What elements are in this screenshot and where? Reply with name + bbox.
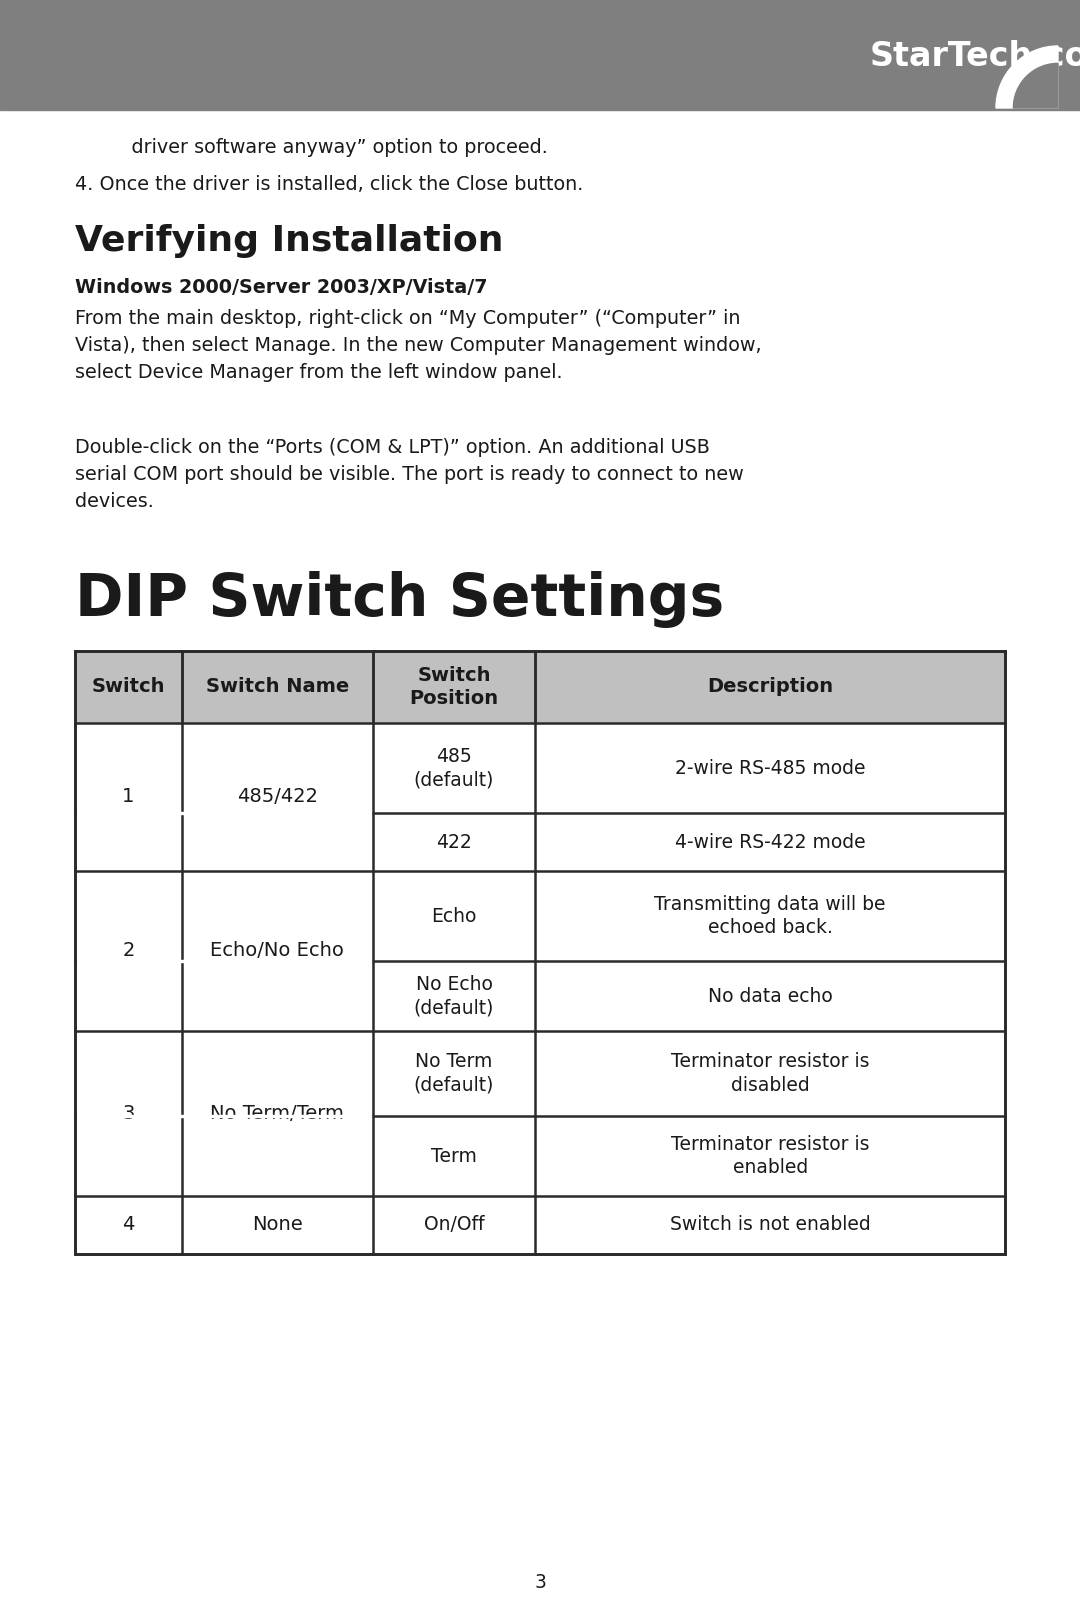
Text: No Term
(default): No Term (default) [414, 1053, 495, 1095]
Text: Terminator resistor is
enabled: Terminator resistor is enabled [671, 1134, 869, 1178]
Wedge shape [1013, 63, 1058, 109]
Text: 485
(default): 485 (default) [414, 747, 495, 789]
Text: Echo: Echo [431, 907, 476, 925]
Text: Windows 2000/Server 2003/XP/Vista/7: Windows 2000/Server 2003/XP/Vista/7 [75, 279, 487, 296]
Text: 1: 1 [122, 787, 135, 807]
Text: Double-click on the “Ports (COM & LPT)” option. An additional USB: Double-click on the “Ports (COM & LPT)” … [75, 437, 710, 457]
Text: 4. Once the driver is installed, click the Close button.: 4. Once the driver is installed, click t… [75, 175, 583, 194]
Wedge shape [996, 45, 1058, 109]
Text: driver software anyway” option to proceed.: driver software anyway” option to procee… [107, 138, 548, 157]
Text: 4-wire RS-422 mode: 4-wire RS-422 mode [675, 833, 865, 852]
Text: Switch is not enabled: Switch is not enabled [670, 1215, 870, 1234]
Bar [0, 0, 1080, 110]
Text: None: None [252, 1215, 302, 1234]
Text: Echo/No Echo: Echo/No Echo [211, 941, 345, 961]
Bar [75, 651, 1005, 723]
Text: 485/422: 485/422 [237, 787, 318, 807]
Text: Switch
Position: Switch Position [409, 666, 499, 708]
Text: Vista), then select Manage. In the new Computer Management window,: Vista), then select Manage. In the new C… [75, 335, 761, 355]
Text: On/Off: On/Off [423, 1215, 484, 1234]
Bar [77, 1115, 372, 1118]
Text: No Term/Term: No Term/Term [211, 1103, 345, 1123]
Text: DIP Switch Settings: DIP Switch Settings [75, 570, 725, 629]
Text: serial COM port should be visible. The port is ready to connect to new: serial COM port should be visible. The p… [75, 465, 744, 484]
Text: 3: 3 [535, 1573, 545, 1591]
Text: Transmitting data will be
echoed back.: Transmitting data will be echoed back. [654, 894, 886, 938]
Text: devices.: devices. [75, 492, 153, 510]
Text: select Device Manager from the left window panel.: select Device Manager from the left wind… [75, 363, 563, 382]
Text: From the main desktop, right-click on “My Computer” (“Computer” in: From the main desktop, right-click on “M… [75, 309, 741, 327]
Text: No data echo: No data echo [707, 987, 833, 1006]
Bar [77, 961, 372, 962]
Bar [75, 651, 1005, 1254]
Text: No Echo
(default): No Echo (default) [414, 975, 495, 1017]
Bar [77, 812, 372, 813]
Text: 2-wire RS-485 mode: 2-wire RS-485 mode [675, 758, 865, 778]
Text: Switch: Switch [92, 677, 165, 697]
Text: Terminator resistor is
disabled: Terminator resistor is disabled [671, 1053, 869, 1095]
Text: Description: Description [707, 677, 834, 697]
Text: 422: 422 [436, 833, 472, 852]
Text: StarTech.com: StarTech.com [870, 40, 1080, 73]
Text: Verifying Installation: Verifying Installation [75, 224, 503, 258]
Text: 4: 4 [122, 1215, 135, 1234]
Text: 2: 2 [122, 941, 135, 961]
Text: Term: Term [431, 1147, 477, 1165]
Text: Switch Name: Switch Name [205, 677, 349, 697]
Text: 3: 3 [122, 1103, 135, 1123]
